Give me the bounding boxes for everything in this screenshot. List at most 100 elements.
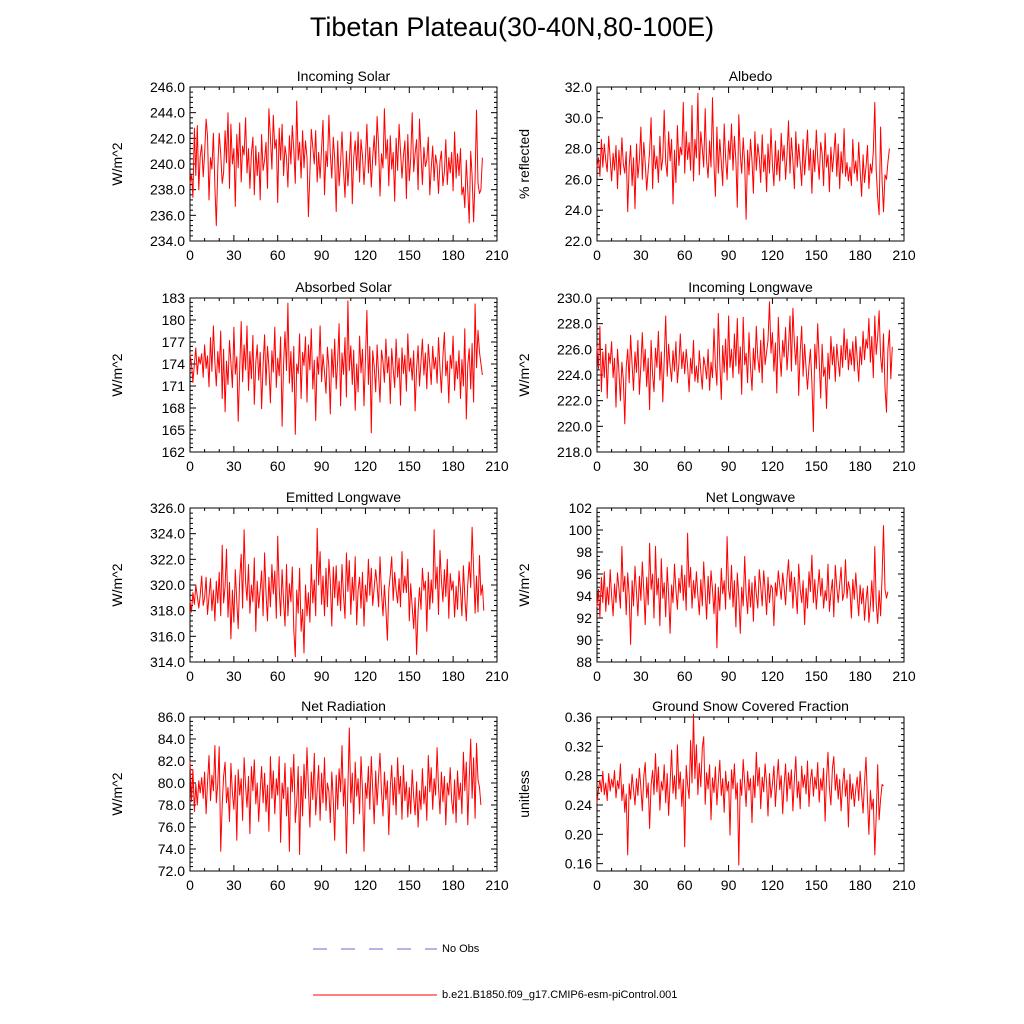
- x-tick-label: 120: [354, 877, 378, 893]
- y-tick-label: 96: [576, 566, 592, 582]
- legend-obs-label: No Obs: [442, 943, 480, 955]
- y-tick-label: 171: [162, 378, 186, 394]
- x-tick-label: 60: [270, 877, 286, 893]
- y-tick-label: 72.0: [158, 863, 185, 879]
- panel-incoming-solar: Incoming Solar W/m^2 0 30 60 90 120 150 180 210 23…: [109, 68, 509, 263]
- x-tick-label: 30: [226, 458, 242, 474]
- series-line: [189, 526, 485, 658]
- x-tick-label: 90: [721, 458, 737, 474]
- x-tick-label: 180: [848, 458, 872, 474]
- panel-incoming-longwave: Incoming Longwave W/m^2 0 30 60 90 120 150 180 21…: [516, 279, 916, 474]
- y-tick-label: 177: [162, 334, 186, 350]
- y-tick-label: 228.0: [557, 316, 592, 332]
- x-tick-label: 180: [441, 247, 465, 263]
- y-tick-label: 226.0: [557, 341, 592, 357]
- y-tick-label: 242.0: [150, 130, 185, 146]
- series-line: [189, 727, 482, 855]
- x-tick-label: 0: [186, 877, 194, 893]
- y-axis-label: W/m^2: [109, 353, 125, 396]
- panel-title: Incoming Solar: [297, 68, 391, 84]
- x-tick-label: 180: [848, 247, 872, 263]
- y-tick-label: 326.0: [150, 500, 185, 516]
- y-tick-label: 218.0: [557, 444, 592, 460]
- x-tick-label: 210: [485, 877, 509, 893]
- y-tick-label: 316.0: [150, 628, 185, 644]
- x-tick-label: 0: [186, 458, 194, 474]
- y-tick-label: 0.20: [565, 826, 592, 842]
- x-tick-label: 180: [441, 458, 465, 474]
- x-tick-label: 210: [485, 247, 509, 263]
- y-axis-label: unitless: [516, 770, 532, 817]
- y-tick-label: 222.0: [557, 393, 592, 409]
- x-tick-label: 210: [485, 458, 509, 474]
- y-tick-label: 168: [162, 400, 186, 416]
- panel-net-longwave: Net Longwave W/m^2 0 30 60 90 120 150 180 210 88 90…: [516, 489, 916, 684]
- x-tick-label: 210: [892, 668, 916, 684]
- panel-title: Absorbed Solar: [295, 279, 392, 295]
- x-tick-label: 30: [226, 877, 242, 893]
- x-tick-label: 180: [848, 877, 872, 893]
- y-tick-label: 28.0: [565, 141, 592, 157]
- x-tick-label: 30: [633, 247, 649, 263]
- x-tick-label: 60: [677, 247, 693, 263]
- x-tick-label: 0: [593, 247, 601, 263]
- x-tick-label: 60: [270, 458, 286, 474]
- y-tick-label: 230.0: [557, 290, 592, 306]
- y-tick-label: 174: [162, 356, 186, 372]
- y-axis-label: % reflected: [516, 129, 532, 199]
- x-tick-label: 150: [398, 877, 422, 893]
- series-line: [596, 525, 889, 649]
- series-line: [596, 92, 890, 220]
- y-tick-label: 238.0: [150, 182, 185, 198]
- y-axis-label: W/m^2: [109, 142, 125, 185]
- panel-title: Ground Snow Covered Fraction: [652, 698, 849, 714]
- x-tick-label: 150: [805, 247, 829, 263]
- x-tick-label: 120: [354, 668, 378, 684]
- x-tick-label: 120: [761, 247, 785, 263]
- x-tick-label: 60: [270, 668, 286, 684]
- panel-albedo: Albedo % reflected 0 30 60 90 120 150 180 210 22.0…: [516, 68, 916, 263]
- x-tick-label: 120: [354, 458, 378, 474]
- x-tick-label: 60: [677, 458, 693, 474]
- x-tick-label: 30: [633, 668, 649, 684]
- x-tick-label: 150: [398, 668, 422, 684]
- y-tick-label: 244.0: [150, 105, 185, 121]
- y-tick-label: 88: [576, 654, 592, 670]
- x-tick-label: 120: [354, 247, 378, 263]
- plot-frame: [189, 716, 498, 872]
- legend-model-label: b.e21.B1850.f09_g17.CMIP6-esm-piControl.…: [442, 989, 678, 1001]
- series-line: [189, 300, 483, 435]
- panel-net-radiation: Net Radiation W/m^2 0 30 60 90 120 150 180 210 72.…: [109, 698, 509, 893]
- y-tick-label: 0.28: [565, 768, 592, 784]
- legend: [313, 948, 437, 996]
- y-tick-label: 246.0: [150, 79, 185, 95]
- x-tick-label: 180: [441, 877, 465, 893]
- y-tick-label: 90: [576, 632, 592, 648]
- plot-frame: [189, 297, 498, 453]
- y-tick-label: 0.36: [565, 709, 592, 725]
- x-tick-label: 210: [485, 668, 509, 684]
- x-tick-label: 90: [721, 247, 737, 263]
- y-tick-label: 314.0: [150, 654, 185, 670]
- y-tick-label: 22.0: [565, 233, 592, 249]
- x-tick-label: 120: [761, 668, 785, 684]
- x-tick-label: 210: [892, 458, 916, 474]
- y-tick-label: 234.0: [150, 233, 185, 249]
- y-tick-label: 76.0: [158, 819, 185, 835]
- x-tick-label: 90: [314, 247, 330, 263]
- x-tick-label: 60: [677, 877, 693, 893]
- x-tick-label: 90: [314, 877, 330, 893]
- y-tick-label: 24.0: [565, 202, 592, 218]
- y-axis-label: W/m^2: [109, 563, 125, 606]
- panel-emitted-longwave: Emitted Longwave W/m^2 0 30 60 90 120 150 180 210…: [109, 489, 509, 684]
- x-tick-label: 30: [226, 247, 242, 263]
- y-tick-label: 78.0: [158, 797, 185, 813]
- x-tick-label: 90: [314, 458, 330, 474]
- y-tick-label: 0.32: [565, 738, 592, 754]
- series-line: [596, 301, 893, 432]
- y-tick-label: 220.0: [557, 418, 592, 434]
- y-tick-label: 320.0: [150, 577, 185, 593]
- y-tick-label: 318.0: [150, 603, 185, 619]
- y-tick-label: 84.0: [158, 731, 185, 747]
